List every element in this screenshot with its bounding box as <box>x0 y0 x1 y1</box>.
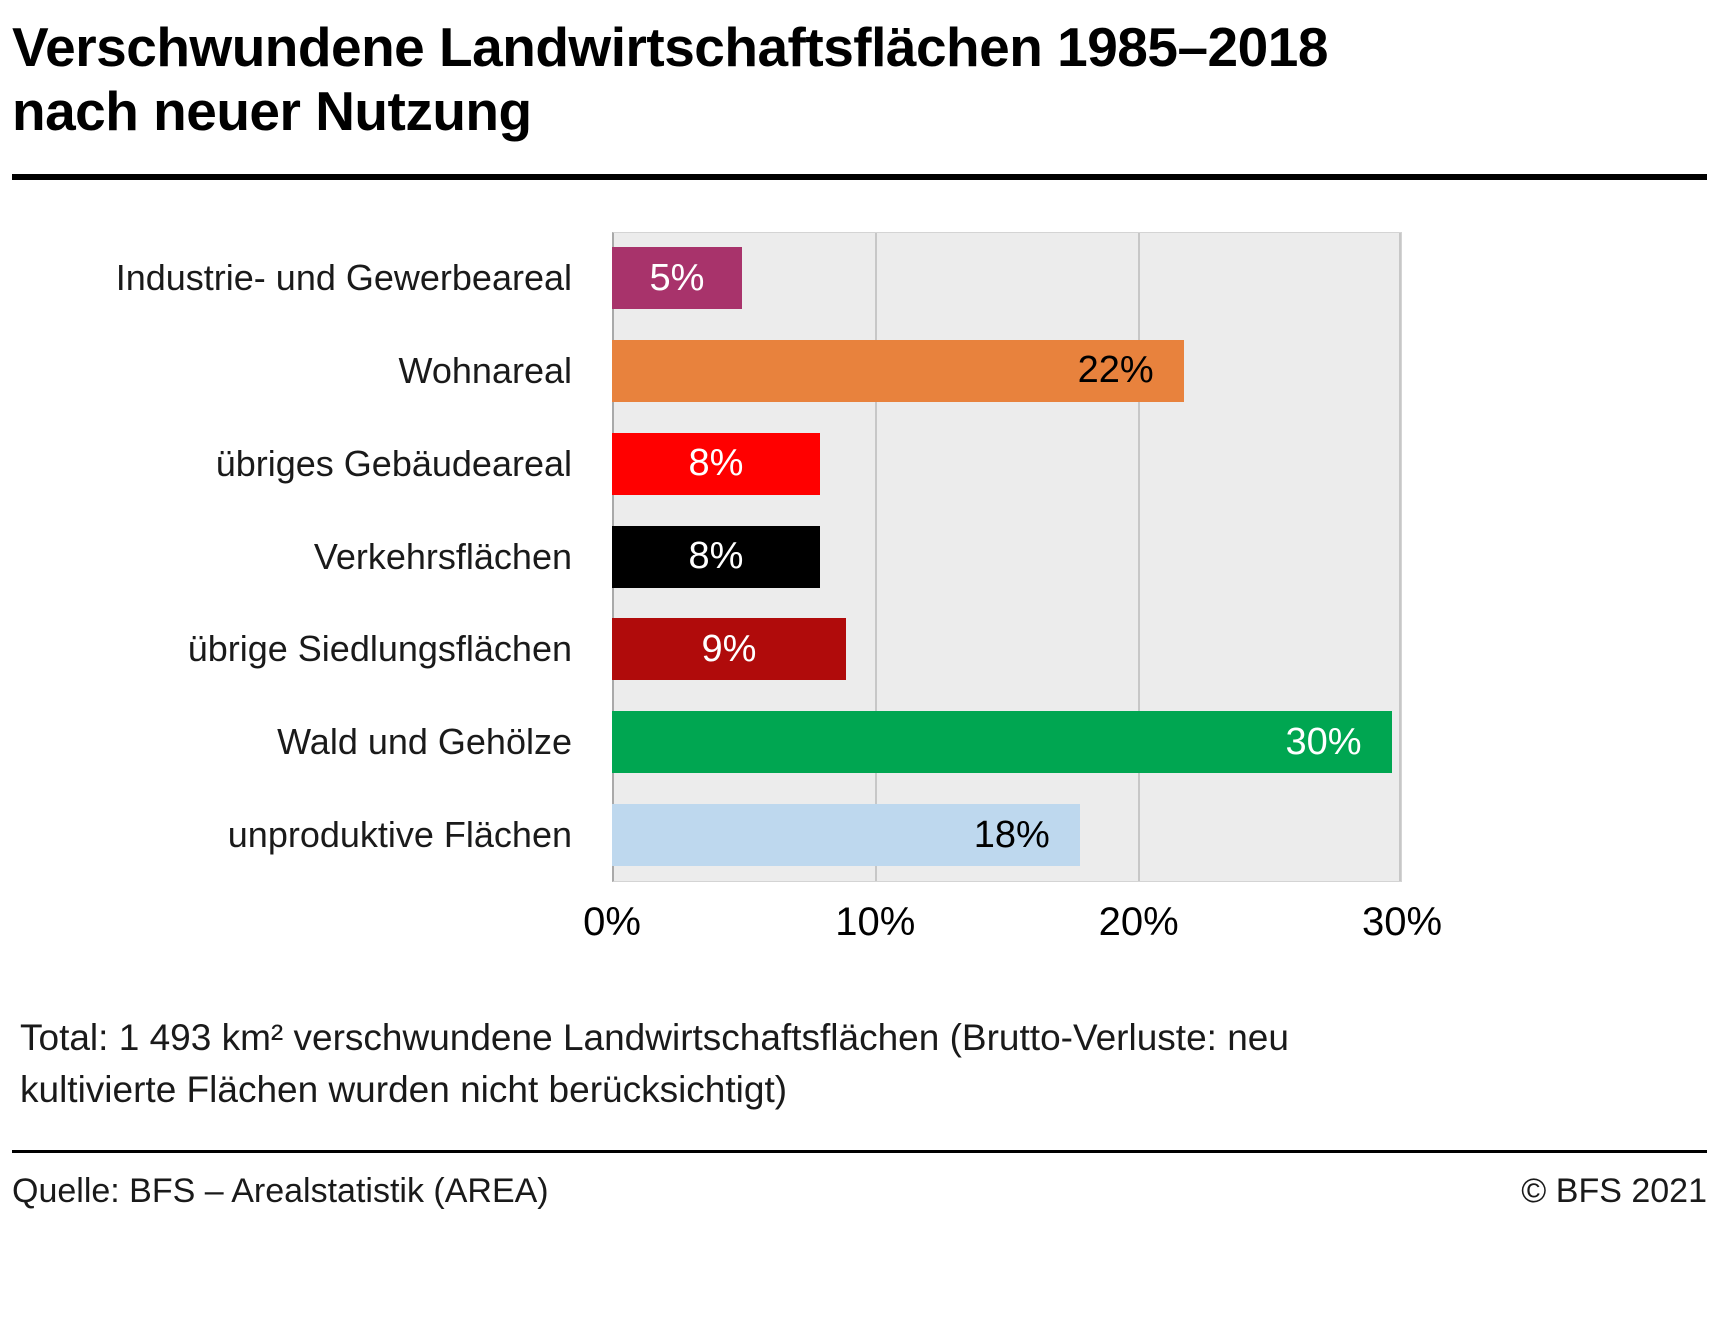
page-title-line2: nach neuer Nutzung <box>12 79 532 142</box>
bar-uebrige-siedlungsflaechen: 9% <box>612 618 846 681</box>
bar-wohnareal: 22% <box>612 339 1184 402</box>
chart-row: Wald und Gehölze 30% <box>12 696 1402 789</box>
chart-row: Wohnareal 22% <box>12 324 1402 417</box>
bar-industrie: 5% <box>612 247 742 310</box>
gridline-20pct <box>1137 232 1140 881</box>
footer-divider <box>12 1150 1707 1153</box>
footer: Quelle: BFS – Arealstatistik (AREA) © BF… <box>12 1172 1707 1211</box>
bar-wald-und-gehoelze: 30% <box>612 711 1392 774</box>
x-tick-10: 10% <box>835 899 916 944</box>
x-axis: 0% 10% 20% 30% <box>583 896 1442 960</box>
total-note: Total: 1 493 km² verschwundene Landwirts… <box>20 1016 1289 1111</box>
category-label: übriges Gebäudeareal <box>215 442 572 484</box>
category-label: Industrie- und Gewerbeareal <box>115 257 572 299</box>
chart-row: Verkehrsflächen 8% <box>12 510 1402 603</box>
category-label: unproduktive Flächen <box>227 814 572 856</box>
header: Verschwundene Landwirtschaftsflächen 198… <box>12 0 1707 180</box>
source-text: Quelle: BFS – Arealstatistik (AREA) <box>12 1172 549 1210</box>
chart-rows: Industrie- und Gewerbeareal 5% Wohnareal… <box>12 232 1402 882</box>
bar-verkehrsflaechen: 8% <box>612 525 820 588</box>
bar-track: 22% <box>612 324 1402 417</box>
x-tick-30: 30% <box>1361 899 1443 944</box>
bar-track: 8% <box>612 510 1402 603</box>
chart-row: übrige Siedlungsflächen 9% <box>12 603 1402 696</box>
title-divider <box>12 173 1707 180</box>
value-label: 8% <box>688 442 744 485</box>
value-label: 8% <box>688 535 744 578</box>
chart-row: Industrie- und Gewerbeareal 5% <box>12 232 1402 325</box>
bar-track: 8% <box>612 417 1402 510</box>
x-tick-20: 20% <box>1098 899 1179 944</box>
copyright-text: © BFS 2021 <box>1521 1172 1707 1210</box>
chart-row: übriges Gebäudeareal 8% <box>12 417 1402 510</box>
bar-track: 30% <box>612 696 1402 789</box>
page-title: Verschwundene Landwirtschaftsflächen 198… <box>12 16 1707 144</box>
bar-uebriges-gebaeudeareal: 8% <box>612 432 820 495</box>
bar-track: 9% <box>612 603 1402 696</box>
bar-track: 5% <box>612 232 1402 325</box>
value-label: 5% <box>649 256 705 299</box>
category-label: Wald und Gehölze <box>277 721 572 763</box>
gridline-30pct <box>1399 232 1401 881</box>
category-label: Verkehrsflächen <box>313 535 572 577</box>
value-label: 9% <box>701 627 757 670</box>
value-label: 30% <box>1285 720 1362 763</box>
bar-chart: Industrie- und Gewerbeareal 5% Wohnareal… <box>12 231 1402 882</box>
bar-unproduktive-flaechen: 18% <box>612 804 1080 867</box>
value-label: 18% <box>973 813 1050 856</box>
bar-track: 18% <box>612 789 1402 882</box>
chart-row: unproduktive Flächen 18% <box>12 789 1402 882</box>
x-tick-0: 0% <box>583 899 641 944</box>
gridline-10pct <box>875 232 878 881</box>
category-label: Wohnareal <box>398 349 572 391</box>
page-title-line1: Verschwundene Landwirtschaftsflächen 198… <box>12 16 1328 78</box>
value-label: 22% <box>1077 349 1154 392</box>
category-label: übrige Siedlungsflächen <box>187 628 572 670</box>
